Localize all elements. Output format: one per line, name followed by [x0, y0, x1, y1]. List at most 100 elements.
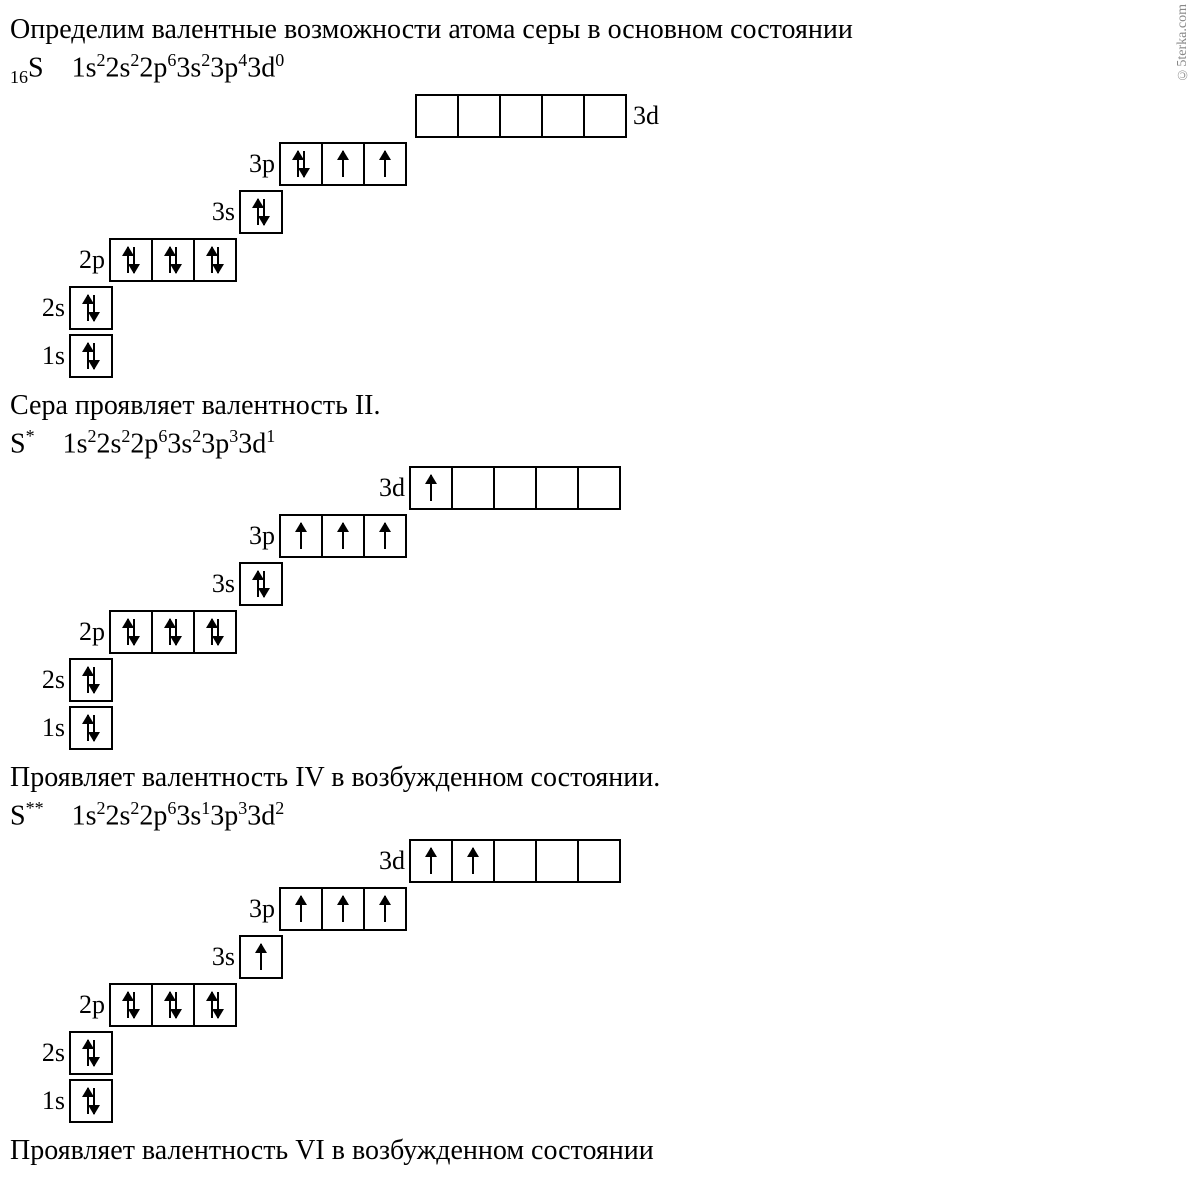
orbital-label: 1s — [35, 341, 65, 371]
orbital-cell — [111, 985, 153, 1025]
orbital-label: 2s — [35, 1038, 65, 1068]
orbital-cells — [279, 142, 407, 186]
orbital-label: 2p — [75, 245, 105, 275]
valence-caption: Проявляет валентность VI в возбужденном … — [10, 1135, 1193, 1167]
orbital-cells — [279, 887, 407, 931]
spin-down-arrow — [263, 199, 265, 225]
electron-count: 2 — [201, 50, 210, 70]
content-container: 16S 1s22s22p63s23p43d03d3p3s2p2s1sСера п… — [10, 50, 1193, 1167]
spin-up-arrow — [342, 896, 344, 922]
orbital-term: 1s — [72, 52, 97, 83]
spin-up-arrow — [300, 896, 302, 922]
spin-down-arrow — [133, 619, 135, 645]
orbital-label: 2s — [35, 293, 65, 323]
spin-down-arrow — [175, 247, 177, 273]
orbital-term: 3d — [247, 52, 275, 83]
spin-down-arrow — [217, 247, 219, 273]
spin-down-arrow — [217, 992, 219, 1018]
orbital-cells — [109, 983, 237, 1027]
orbital-cell — [495, 468, 537, 508]
orbital-cell — [153, 612, 195, 652]
orbital-cells — [279, 514, 407, 558]
orbital-label: 2p — [75, 990, 105, 1020]
valence-caption: Сера проявляет валентность II. — [10, 390, 1193, 422]
orbital-cell — [459, 96, 501, 136]
orbital-row: 3s — [205, 935, 283, 979]
orbital-label: 3d — [375, 473, 405, 503]
orbital-cell — [71, 708, 111, 748]
orbital-label: 3s — [205, 569, 235, 599]
orbital-cell — [365, 889, 405, 929]
orbital-term: 3p — [210, 801, 238, 832]
orbital-label: 3s — [205, 197, 235, 227]
orbital-row: 3p — [245, 514, 407, 558]
orbital-cell — [281, 516, 323, 556]
orbital-cell — [241, 564, 281, 604]
orbital-row: 2p — [75, 610, 237, 654]
orbital-label: 3s — [205, 942, 235, 972]
orbital-term: 2p — [130, 428, 158, 459]
orbital-cell — [453, 468, 495, 508]
orbital-cell — [195, 612, 235, 652]
orbital-cell — [543, 96, 585, 136]
orbital-row: 3s — [205, 190, 283, 234]
orbital-row: 3d — [375, 839, 621, 883]
orbital-label: 2p — [75, 617, 105, 647]
electron-count: 1 — [201, 798, 210, 818]
orbital-label: 3p — [245, 149, 275, 179]
orbital-row: 3s — [205, 562, 283, 606]
orbital-diagram: 3d3p3s2p2s1s — [10, 839, 1193, 1129]
orbital-cells — [69, 334, 113, 378]
spin-down-arrow — [93, 343, 95, 369]
orbital-cell — [411, 841, 453, 881]
orbital-row: 2s — [35, 286, 113, 330]
orbital-cell — [241, 192, 281, 232]
spin-down-arrow — [93, 1088, 95, 1114]
spin-down-arrow — [93, 1040, 95, 1066]
spin-down-arrow — [263, 571, 265, 597]
element-symbol: S — [10, 428, 26, 459]
orbital-label: 3p — [245, 894, 275, 924]
spin-up-arrow — [300, 523, 302, 549]
orbital-label: 1s — [35, 713, 65, 743]
orbital-cell — [411, 468, 453, 508]
orbital-term: 3s — [167, 428, 192, 459]
orbital-term: 3p — [201, 428, 229, 459]
electron-config-line: 16S 1s22s22p63s23p43d0 — [10, 50, 1193, 88]
orbital-cells — [239, 935, 283, 979]
excited-marker: ** — [26, 798, 44, 818]
orbital-cell — [579, 468, 619, 508]
orbital-cell — [111, 612, 153, 652]
excited-marker: * — [26, 426, 35, 446]
orbital-cell — [111, 240, 153, 280]
orbital-row: 3d — [375, 466, 621, 510]
orbital-cells — [109, 238, 237, 282]
orbital-row: 1s — [35, 334, 113, 378]
orbital-row: 3p — [245, 887, 407, 931]
orbital-term: 2p — [139, 801, 167, 832]
electron-count: 2 — [192, 426, 201, 446]
orbital-label: 3p — [245, 521, 275, 551]
orbital-cells — [69, 1079, 113, 1123]
electron-count: 2 — [275, 798, 284, 818]
spin-down-arrow — [93, 295, 95, 321]
orbital-cell — [241, 937, 281, 977]
orbital-term: 2s — [105, 52, 130, 83]
orbital-cell — [71, 336, 111, 376]
orbital-cells — [415, 94, 627, 138]
orbital-cell — [281, 889, 323, 929]
orbital-term: 3p — [210, 52, 238, 83]
orbital-row: 3d — [415, 94, 659, 138]
orbital-cells — [239, 562, 283, 606]
spin-down-arrow — [93, 667, 95, 693]
valence-caption: Проявляет валентность IV в возбужденном … — [10, 762, 1193, 794]
orbital-term: 3s — [176, 801, 201, 832]
orbital-row: 1s — [35, 706, 113, 750]
intro-text: Определим валентные возможности атома се… — [10, 14, 1193, 46]
spin-up-arrow — [430, 475, 432, 501]
orbital-diagram: 3d 3p 3s 2p 2s 1s — [10, 94, 1193, 384]
orbital-term: 1s — [63, 428, 88, 459]
orbital-term: 3s — [176, 52, 201, 83]
orbital-cell — [537, 841, 579, 881]
spin-up-arrow — [342, 151, 344, 177]
